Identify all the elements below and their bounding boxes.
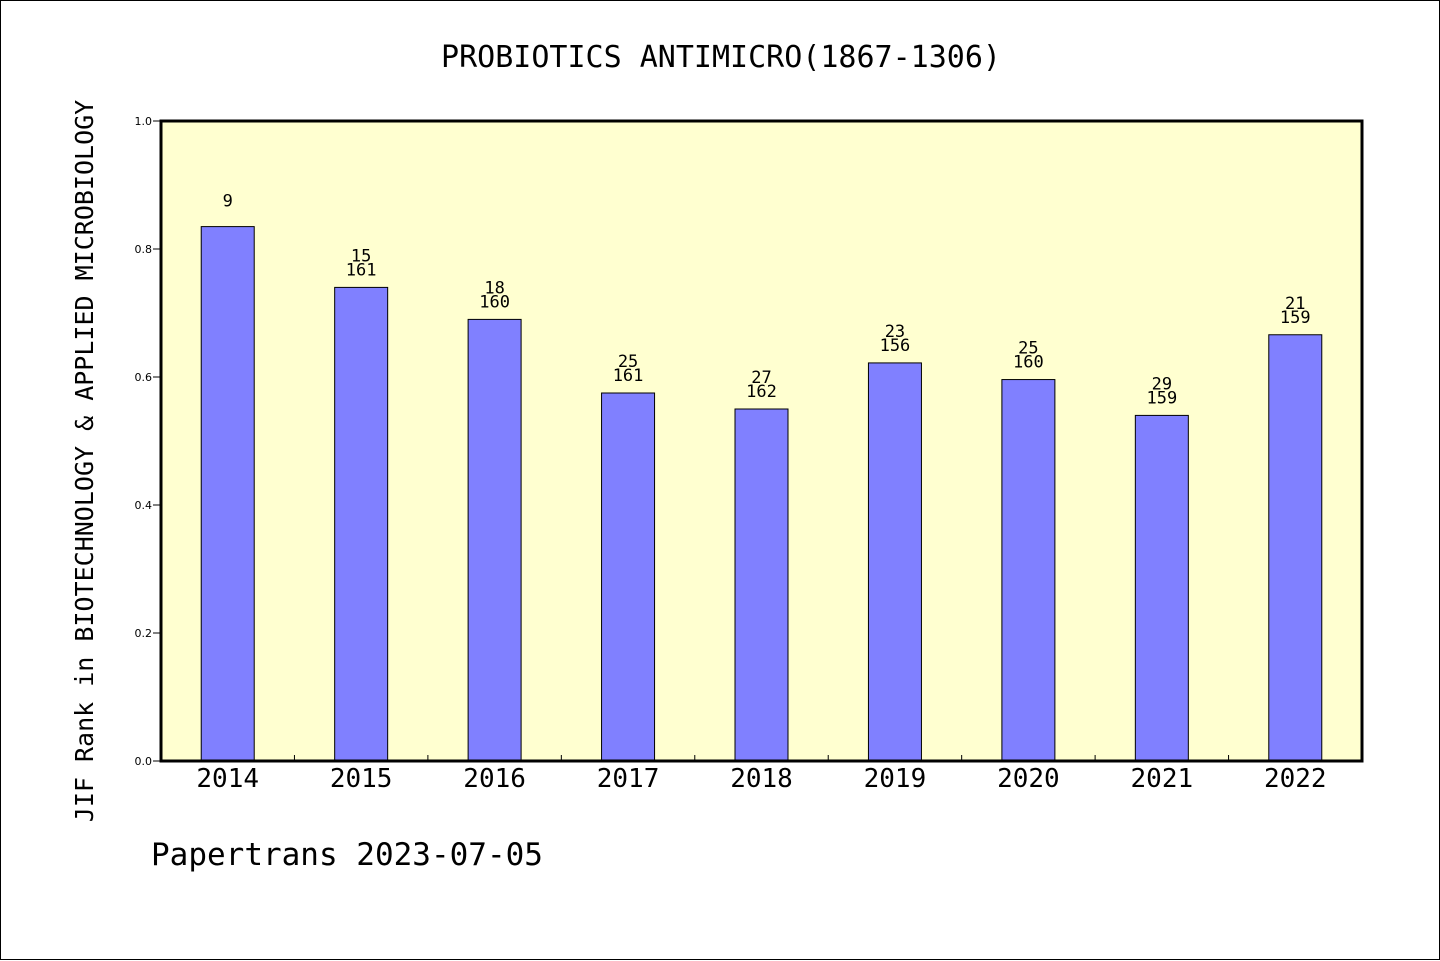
bar-label: 23 bbox=[885, 322, 905, 342]
bar-label: 162 bbox=[746, 382, 777, 402]
bar-label: 160 bbox=[1013, 353, 1044, 373]
y-tick-label: 0.6 bbox=[135, 371, 153, 384]
y-axis-label: JIF Rank in BIOTECHNOLOGY & APPLIED MICR… bbox=[70, 100, 99, 822]
bar-label: 159 bbox=[1280, 308, 1311, 328]
bar-2017 bbox=[601, 392, 656, 762]
footer-source-date: Papertrans 2023-07-05 bbox=[151, 837, 543, 873]
bar-label: 15 bbox=[351, 246, 371, 266]
bar-label: 18 bbox=[484, 278, 504, 298]
bar-label: 156 bbox=[880, 336, 911, 356]
bar-label: 29 bbox=[1152, 374, 1172, 394]
bar-2018 bbox=[734, 408, 789, 762]
bar-2021 bbox=[1134, 414, 1189, 762]
x-tick-label: 2019 bbox=[864, 764, 927, 794]
x-tick-label: 2018 bbox=[730, 764, 793, 794]
plot-border bbox=[159, 119, 1364, 763]
x-tick-label: 2022 bbox=[1264, 764, 1327, 794]
bar-2019 bbox=[867, 362, 922, 762]
x-tick-label: 2020 bbox=[997, 764, 1060, 794]
bar-label: 21 bbox=[1285, 294, 1305, 314]
x-tick-label: 2015 bbox=[330, 764, 393, 794]
bar-2014 bbox=[200, 226, 255, 762]
bar-label: 161 bbox=[613, 366, 644, 386]
bar-2022 bbox=[1268, 334, 1323, 762]
chart-title: PROBIOTICS ANTIMICRO(1867-1306) bbox=[441, 40, 1001, 75]
bar-label: 25 bbox=[1018, 339, 1038, 359]
y-tick-label: 0.0 bbox=[135, 755, 153, 768]
bars-group bbox=[200, 226, 1323, 762]
y-tick-label: 0.8 bbox=[135, 243, 153, 256]
y-tick-label: 1.0 bbox=[135, 115, 153, 128]
bar-label: 9 bbox=[223, 192, 233, 212]
bar-label: 160 bbox=[479, 292, 510, 312]
y-tick-label: 0.2 bbox=[135, 627, 153, 640]
y-tick-label: 0.4 bbox=[135, 499, 153, 512]
x-tick-label: 2021 bbox=[1131, 764, 1194, 794]
x-axis: 2014 2015 2016 2017 2018 2019 2020 2021 2022 bbox=[196, 755, 1327, 794]
bar-label: 159 bbox=[1146, 388, 1177, 408]
bar-2015 bbox=[334, 286, 389, 762]
bar-2020 bbox=[1001, 379, 1056, 762]
bar-label: 27 bbox=[751, 368, 771, 388]
bar-2016 bbox=[467, 318, 522, 762]
x-tick-label: 2014 bbox=[196, 764, 259, 794]
y-axis: 0.0 0.2 0.4 0.6 0.8 1.0 bbox=[135, 115, 161, 768]
bar-label: 161 bbox=[346, 260, 377, 280]
x-tick-label: 2017 bbox=[597, 764, 660, 794]
x-tick-label: 2016 bbox=[463, 764, 526, 794]
bar-label: 25 bbox=[618, 352, 638, 372]
